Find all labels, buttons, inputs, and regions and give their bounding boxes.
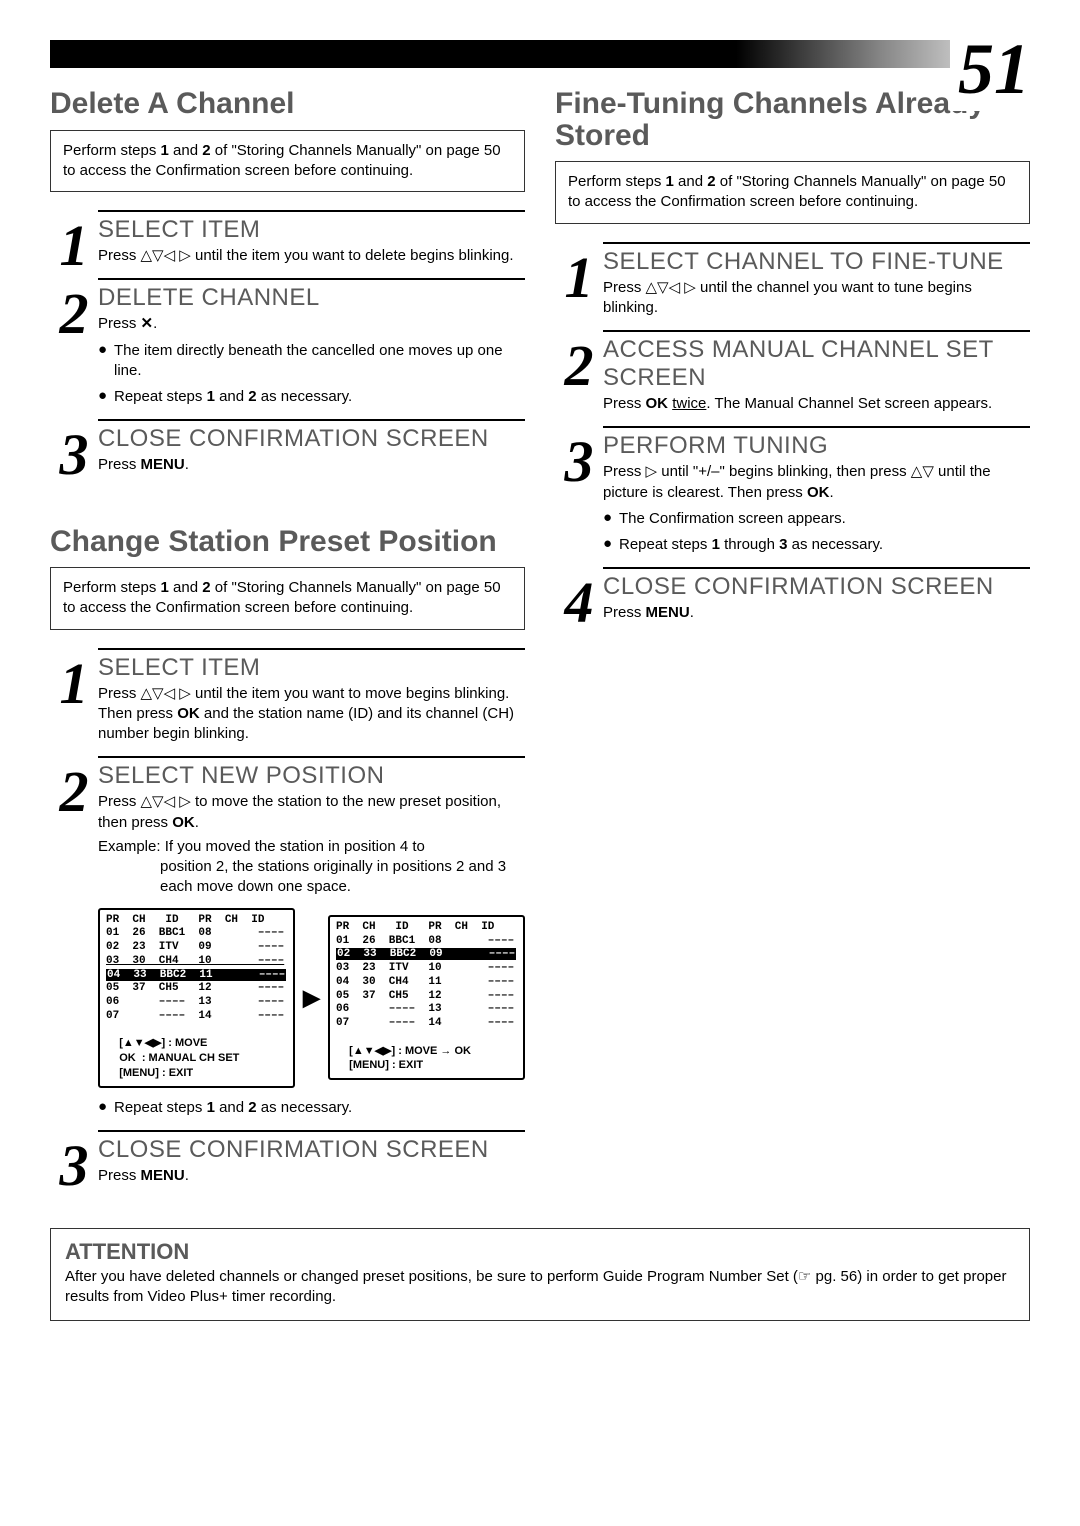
left-column: Delete A Channel Perform steps 1 and 2 o…	[50, 80, 525, 1198]
example-lead: Example: If you moved the station in pos…	[98, 838, 425, 855]
step-body: SELECT NEW POSITION Press △▽◁ ▷ to move …	[98, 756, 525, 1126]
step-heading: ACCESS MANUAL CHANNEL SET SCREEN	[603, 336, 1030, 392]
intro-change: Perform steps 1 and 2 of "Storing Channe…	[50, 567, 525, 630]
step-number: 2	[555, 330, 603, 422]
step-number: 3	[50, 419, 98, 483]
step-text: Press △▽◁ ▷ to move the station to the n…	[98, 792, 525, 833]
attention-title: ATTENTION	[65, 1239, 1015, 1265]
change-step-1: 1 SELECT ITEM Press △▽◁ ▷ until the item…	[50, 648, 525, 753]
bullet: ● The Confirmation screen appears.	[603, 509, 1030, 529]
delete-step-3: 3 CLOSE CONFIRMATION SCREEN Press MENU.	[50, 419, 525, 483]
step-number: 1	[50, 210, 98, 274]
finetune-step-2: 2 ACCESS MANUAL CHANNEL SET SCREEN Press…	[555, 330, 1030, 422]
finetune-step-4: 4 CLOSE CONFIRMATION SCREEN Press MENU.	[555, 567, 1030, 631]
step-text: Press ✕.	[98, 314, 525, 334]
step-text: Press MENU.	[98, 455, 525, 475]
step-text: Press ▷ until "+/–" begins blinking, the…	[603, 462, 1030, 503]
bullet: ● The item directly beneath the cancelle…	[98, 341, 525, 382]
bullet-dot-icon: ●	[98, 341, 114, 382]
step-body: CLOSE CONFIRMATION SCREEN Press MENU.	[98, 1130, 525, 1194]
section-title-delete: Delete A Channel	[50, 88, 525, 120]
bullet-dot-icon: ●	[603, 535, 619, 555]
delete-step-1: 1 SELECT ITEM Press △▽◁ ▷ until the item…	[50, 210, 525, 274]
page-number: 51	[950, 28, 1030, 111]
step-heading: SELECT ITEM	[98, 654, 525, 682]
step-number: 4	[555, 567, 603, 631]
step-heading: CLOSE CONFIRMATION SCREEN	[603, 573, 1030, 601]
attention-text: After you have deleted channels or chang…	[65, 1267, 1015, 1308]
bullet-dot-icon: ●	[603, 509, 619, 529]
attention-box: ATTENTION After you have deleted channel…	[50, 1228, 1030, 1321]
step-heading: SELECT CHANNEL TO FINE-TUNE	[603, 248, 1030, 276]
step-number: 2	[50, 756, 98, 1126]
change-step-3: 3 CLOSE CONFIRMATION SCREEN Press MENU.	[50, 1130, 525, 1194]
header-bar: 51	[50, 40, 1030, 68]
bullet-text: Repeat steps 1 through 3 as necessary.	[619, 535, 1030, 555]
section-title-change: Change Station Preset Position	[50, 526, 525, 558]
step-text: Press OK twice. The Manual Channel Set s…	[603, 394, 1030, 414]
step-body: DELETE CHANNEL Press ✕. ● The item direc…	[98, 278, 525, 415]
step-body: SELECT CHANNEL TO FINE-TUNE Press △▽◁ ▷ …	[603, 242, 1030, 327]
bullet-text: The Confirmation screen appears.	[619, 509, 1030, 529]
delete-step-2: 2 DELETE CHANNEL Press ✕. ● The item dir…	[50, 278, 525, 415]
bullet-text: Repeat steps 1 and 2 as necessary.	[114, 1098, 525, 1118]
step-body: SELECT ITEM Press △▽◁ ▷ until the item y…	[98, 648, 525, 753]
step-number: 1	[50, 648, 98, 753]
step-heading: DELETE CHANNEL	[98, 284, 525, 312]
content-columns: Delete A Channel Perform steps 1 and 2 o…	[50, 80, 1030, 1198]
step-heading: CLOSE CONFIRMATION SCREEN	[98, 425, 525, 453]
tv-before: PR CH ID PR CH ID 01 26 BBC1 08 –––– 02 …	[98, 908, 295, 1088]
example-rest: position 2, the stations originally in p…	[98, 857, 525, 898]
step-body: CLOSE CONFIRMATION SCREEN Press MENU.	[98, 419, 525, 483]
step-number: 3	[50, 1130, 98, 1194]
change-step-2: 2 SELECT NEW POSITION Press △▽◁ ▷ to mov…	[50, 756, 525, 1126]
tv-after: PR CH ID PR CH ID 01 26 BBC1 08 –––– 02 …	[328, 915, 525, 1080]
bullet-text: Repeat steps 1 and 2 as necessary.	[114, 387, 525, 407]
right-column: Fine-Tuning Channels Already Stored Perf…	[555, 80, 1030, 1198]
bullet-dot-icon: ●	[98, 1098, 114, 1118]
step-body: PERFORM TUNING Press ▷ until "+/–" begin…	[603, 426, 1030, 563]
bullet: ● Repeat steps 1 and 2 as necessary.	[98, 387, 525, 407]
bullet: ● Repeat steps 1 and 2 as necessary.	[98, 1098, 525, 1118]
intro-finetune: Perform steps 1 and 2 of "Storing Channe…	[555, 161, 1030, 224]
step-text: Press MENU.	[603, 603, 1030, 623]
bullet: ● Repeat steps 1 through 3 as necessary.	[603, 535, 1030, 555]
arrow-icon: ▶	[303, 985, 320, 1011]
step-body: ACCESS MANUAL CHANNEL SET SCREEN Press O…	[603, 330, 1030, 422]
tv-screens: PR CH ID PR CH ID 01 26 BBC1 08 –––– 02 …	[98, 908, 525, 1088]
step-text: Press △▽◁ ▷ until the channel you want t…	[603, 278, 1030, 319]
step-number: 2	[50, 278, 98, 415]
finetune-step-3: 3 PERFORM TUNING Press ▷ until "+/–" beg…	[555, 426, 1030, 563]
step-heading: SELECT ITEM	[98, 216, 525, 244]
step-text: Press △▽◁ ▷ until the item you want to d…	[98, 246, 525, 266]
finetune-step-1: 1 SELECT CHANNEL TO FINE-TUNE Press △▽◁ …	[555, 242, 1030, 327]
step-number: 3	[555, 426, 603, 563]
step-body: CLOSE CONFIRMATION SCREEN Press MENU.	[603, 567, 1030, 631]
step-heading: PERFORM TUNING	[603, 432, 1030, 460]
bullet-text: The item directly beneath the cancelled …	[114, 341, 525, 382]
step-heading: SELECT NEW POSITION	[98, 762, 525, 790]
step-body: SELECT ITEM Press △▽◁ ▷ until the item y…	[98, 210, 525, 274]
step-number: 1	[555, 242, 603, 327]
bullet-dot-icon: ●	[98, 387, 114, 407]
example-text: Example: If you moved the station in pos…	[98, 837, 525, 898]
step-text: Press △▽◁ ▷ until the item you want to m…	[98, 684, 525, 745]
step-heading: CLOSE CONFIRMATION SCREEN	[98, 1136, 525, 1164]
step-text: Press MENU.	[98, 1166, 525, 1186]
intro-delete: Perform steps 1 and 2 of "Storing Channe…	[50, 130, 525, 193]
manual-page: 51 Delete A Channel Perform steps 1 and …	[0, 0, 1080, 1371]
